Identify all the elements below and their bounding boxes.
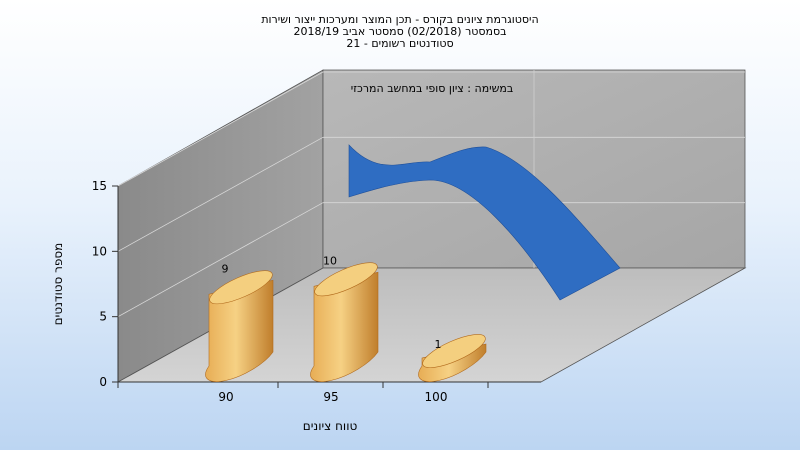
distribution-curve bbox=[348, 144, 621, 301]
bar-100: 1 bbox=[418, 334, 487, 382]
x-ticks: 90 95 100 bbox=[117, 382, 489, 404]
bar-top-1 bbox=[314, 262, 378, 297]
curve-ribbon bbox=[348, 144, 621, 301]
bar-90: 9 bbox=[205, 262, 274, 382]
x-tick-label-1: 95 bbox=[323, 390, 338, 404]
gridline-left-2 bbox=[117, 136, 324, 252]
y-tick-label-3: 15 bbox=[92, 179, 107, 193]
bars: 9 10 1 bbox=[205, 254, 487, 382]
bar-body-0 bbox=[205, 279, 274, 382]
data-label-2: 1 bbox=[435, 338, 442, 351]
y-tick-label-1: 5 bbox=[99, 310, 107, 324]
gridline-left-3 bbox=[117, 71, 324, 187]
gridline-left-1 bbox=[117, 202, 324, 318]
chart-title: היסטוגרמת ציונים בקורס - תכן המוצר ומערכ… bbox=[261, 13, 538, 50]
title-line-2: בסמסטר (02/2018) סמסטר אביב 2018/19 bbox=[293, 25, 506, 38]
y-ticks: 0 5 10 15 bbox=[92, 179, 118, 389]
x-axis-title: טווח ציונים bbox=[303, 419, 358, 433]
bar-top-0 bbox=[209, 270, 273, 305]
y-axis-title: מספר סטודנטים bbox=[51, 243, 65, 326]
y-tick-label-0: 0 bbox=[99, 375, 107, 389]
x-tick-label-2: 100 bbox=[425, 390, 448, 404]
bar-top-2 bbox=[422, 334, 486, 368]
data-label-1: 10 bbox=[323, 254, 337, 267]
bar-body-1 bbox=[310, 271, 379, 382]
bar-95: 10 bbox=[310, 254, 379, 382]
x-tick-label-0: 90 bbox=[218, 390, 233, 404]
chart-annotation: במשימה : ציון סופי במחשב המרכזי bbox=[351, 82, 514, 95]
title-line-1: היסטוגרמת ציונים בקורס - תכן המוצר ומערכ… bbox=[261, 13, 538, 26]
title-line-3: סטודנטים רשומים - 21 bbox=[346, 37, 453, 50]
y-tick-label-2: 10 bbox=[92, 244, 107, 258]
data-label-0: 9 bbox=[222, 262, 229, 275]
